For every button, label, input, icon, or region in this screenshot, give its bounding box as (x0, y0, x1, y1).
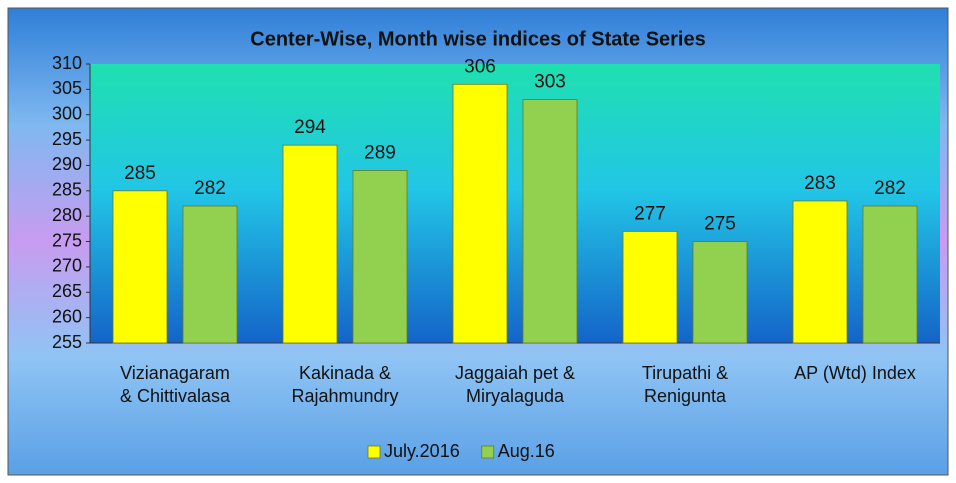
data-label: 277 (634, 203, 666, 224)
y-tick-label: 310 (52, 53, 82, 73)
bar (452, 83, 508, 344)
y-tick-label: 280 (52, 205, 82, 225)
y-tick-label: 290 (52, 154, 82, 174)
legend-swatch (367, 445, 381, 459)
data-label: 303 (534, 72, 566, 93)
data-label: 283 (804, 173, 836, 194)
y-tick-label: 285 (52, 180, 82, 200)
x-tick-label: Jaggaiah pet & Miryalaguda (454, 363, 576, 406)
legend-label: Aug.16 (498, 441, 555, 461)
y-tick-label: 305 (52, 78, 82, 98)
x-tick-label: Vizianagaram & Chittivalasa (119, 363, 231, 406)
x-tick-label: AP (Wtd) Index (794, 363, 916, 383)
data-label: 306 (464, 56, 496, 77)
y-tick-label: 265 (52, 281, 82, 301)
bar (352, 170, 408, 344)
data-label: 282 (194, 178, 226, 199)
legend-label: July.2016 (384, 441, 460, 461)
y-tick-label: 270 (52, 256, 82, 276)
y-tick-label: 295 (52, 129, 82, 149)
bar (792, 200, 848, 344)
bar (112, 190, 168, 344)
x-tick-label: Kakinada & Rajahmundry (291, 363, 399, 406)
data-label: 294 (294, 117, 326, 138)
bar (182, 205, 238, 344)
data-label: 289 (364, 143, 396, 164)
bar (522, 99, 578, 344)
y-tick-label: 275 (52, 230, 82, 250)
bar (282, 144, 338, 344)
y-tick-label: 300 (52, 103, 82, 123)
legend-swatch (481, 445, 495, 459)
y-tick-label: 260 (52, 306, 82, 326)
y-tick-label: 255 (52, 332, 82, 352)
data-label: 282 (874, 178, 906, 199)
x-tick-label: Tirupathi & Renigunta (641, 363, 729, 406)
chart-title: Center-Wise, Month wise indices of State… (250, 28, 706, 50)
bar (692, 241, 748, 344)
bar (622, 230, 678, 344)
bar (862, 205, 918, 344)
data-label: 285 (124, 163, 156, 184)
data-label: 275 (704, 214, 736, 235)
